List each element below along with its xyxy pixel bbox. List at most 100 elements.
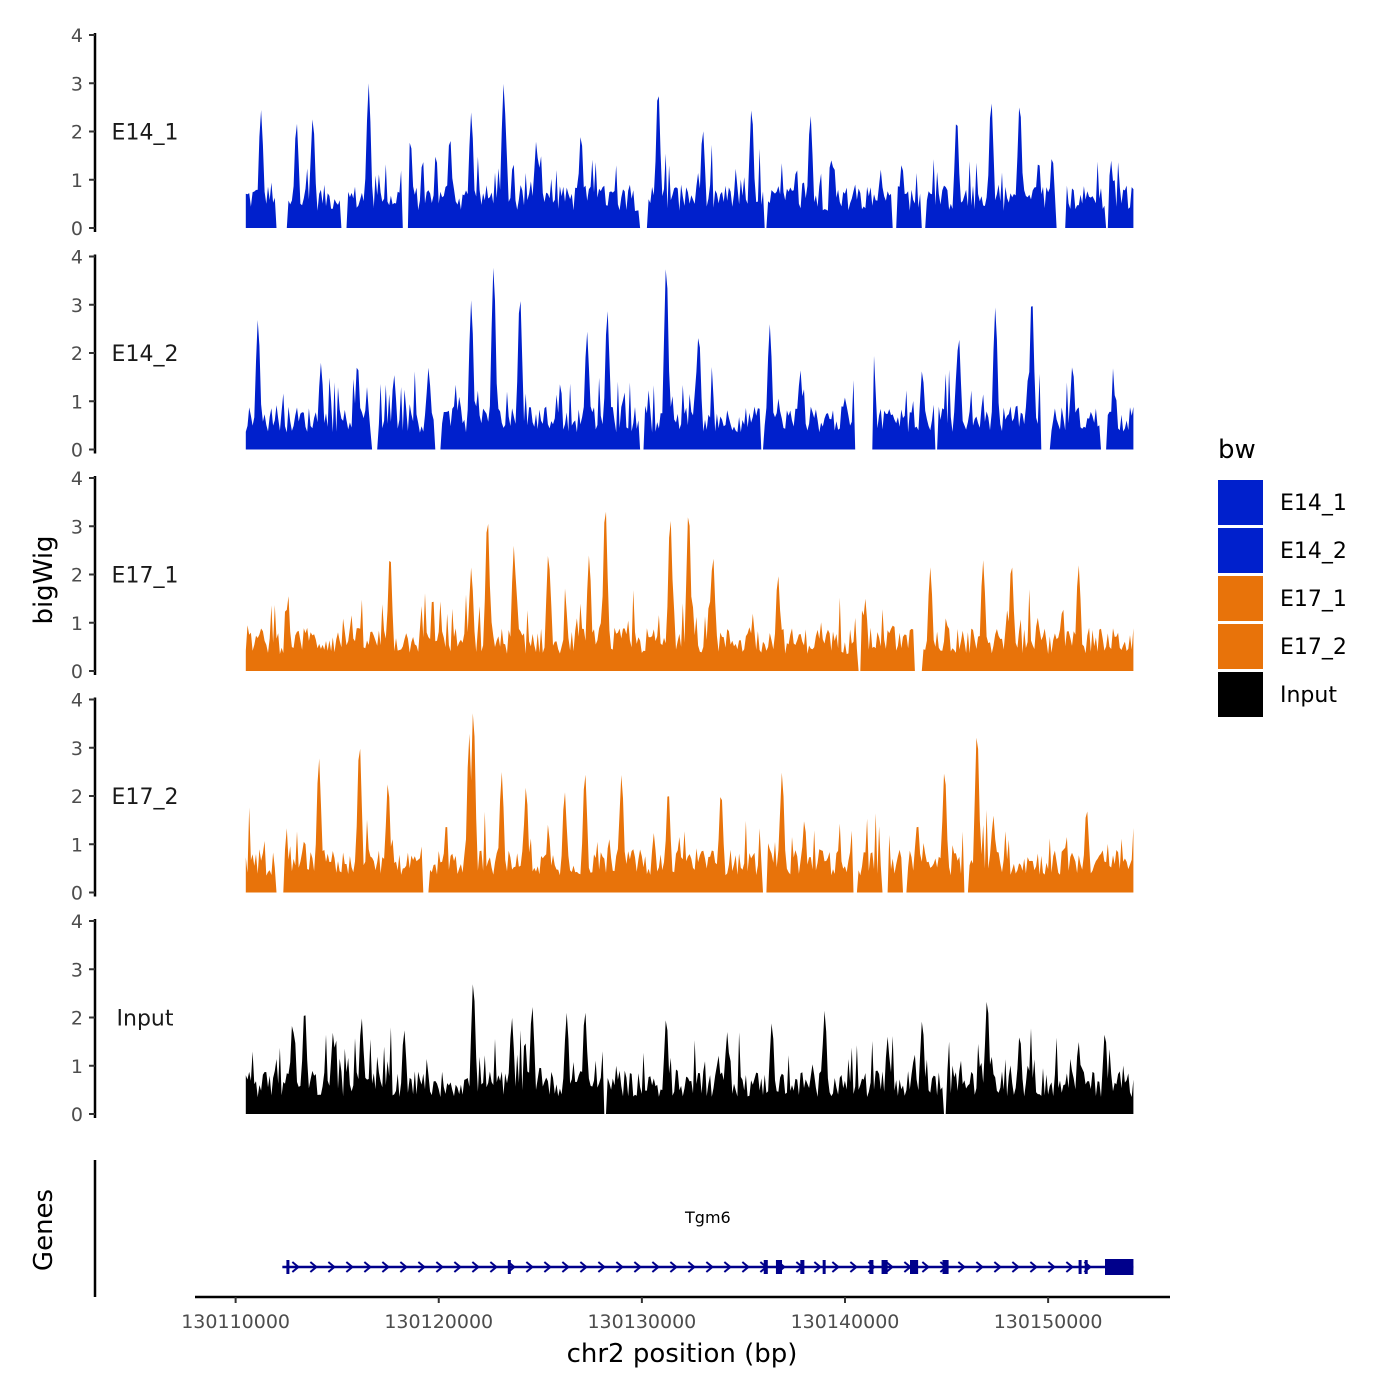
coverage-area bbox=[245, 984, 1134, 1114]
gene-exon bbox=[286, 1260, 290, 1274]
x-tick-label: 130130000 bbox=[587, 1311, 696, 1333]
strand-arrow bbox=[525, 1261, 534, 1273]
x-axis-title: chr2 position (bp) bbox=[567, 1339, 798, 1369]
y-tick-label: 3 bbox=[71, 738, 83, 760]
strand-arrow bbox=[579, 1261, 588, 1273]
y-tick-label: 1 bbox=[71, 170, 83, 192]
strand-arrow bbox=[1047, 1261, 1056, 1273]
strand-arrow bbox=[813, 1261, 822, 1273]
strand-arrow bbox=[597, 1261, 606, 1273]
gene-exon bbox=[822, 1260, 826, 1274]
y-tick-label: 4 bbox=[71, 247, 83, 269]
strand-arrow bbox=[957, 1261, 966, 1273]
y-tick-label: 0 bbox=[71, 1104, 83, 1126]
y-tick-label: 0 bbox=[71, 218, 83, 240]
x-tick-label: 130150000 bbox=[994, 1311, 1103, 1333]
legend-title: bw bbox=[1218, 435, 1256, 465]
gene-layer: Tgm6 bbox=[93, 1160, 1134, 1297]
gene-exon bbox=[507, 1260, 511, 1274]
track-e14_2: 0 1 2 3 4 E14_2 bbox=[71, 247, 1134, 462]
strand-arrow bbox=[849, 1261, 858, 1273]
track-label: E17_1 bbox=[112, 564, 179, 589]
gene-exon bbox=[1105, 1259, 1134, 1275]
gene-exon bbox=[1078, 1260, 1082, 1274]
y-tick-label: 2 bbox=[71, 343, 83, 365]
x-tick-label: 130140000 bbox=[791, 1311, 900, 1333]
strand-arrow bbox=[561, 1261, 570, 1273]
strand-arrow bbox=[309, 1261, 318, 1273]
strand-arrow bbox=[669, 1261, 678, 1273]
y-tick-label: 4 bbox=[71, 468, 83, 490]
strand-arrow bbox=[471, 1261, 480, 1273]
gene-exon bbox=[763, 1260, 768, 1274]
track-input: 0 1 2 3 4 Input bbox=[71, 911, 1134, 1126]
y-tick-label: 1 bbox=[71, 834, 83, 856]
strand-arrow bbox=[1011, 1261, 1020, 1273]
x-axis: 130110000 130120000 130130000 130140000 1301… bbox=[181, 1295, 1170, 1333]
y-tick-label: 2 bbox=[71, 786, 83, 808]
x-tick-label: 130120000 bbox=[384, 1311, 493, 1333]
y-tick-label: 0 bbox=[71, 440, 83, 462]
y-tick-label: 0 bbox=[71, 661, 83, 683]
coverage-area bbox=[245, 713, 1134, 893]
strand-arrow bbox=[543, 1261, 552, 1273]
y-tick-label: 0 bbox=[71, 883, 83, 905]
strand-arrow bbox=[453, 1261, 462, 1273]
legend-swatch bbox=[1218, 480, 1263, 525]
y-tick-label: 4 bbox=[71, 911, 83, 933]
track-e17_1: 0 1 2 3 4 E17_1 bbox=[71, 468, 1134, 683]
strand-arrow bbox=[921, 1261, 930, 1273]
legend-swatch bbox=[1218, 672, 1263, 717]
strand-arrow bbox=[1065, 1261, 1074, 1273]
legend-label: Input bbox=[1280, 683, 1337, 708]
y-tick-label: 4 bbox=[71, 25, 83, 47]
legend-label: E17_2 bbox=[1280, 635, 1347, 660]
y-tick-label: 3 bbox=[71, 959, 83, 981]
strand-arrow bbox=[381, 1261, 390, 1273]
track-label: Input bbox=[117, 1007, 174, 1032]
strand-arrow bbox=[345, 1261, 354, 1273]
strand-arrow bbox=[417, 1261, 426, 1273]
gene-exon bbox=[942, 1260, 949, 1274]
genes-axis-title: Genes bbox=[29, 1189, 59, 1271]
gene-exon bbox=[1084, 1260, 1088, 1274]
strand-arrow bbox=[723, 1261, 732, 1273]
y-axis-title: bigWig bbox=[29, 535, 59, 624]
y-tick-label: 3 bbox=[71, 516, 83, 538]
gene-exon bbox=[910, 1260, 919, 1274]
legend-label: E17_1 bbox=[1280, 587, 1347, 612]
y-tick-label: 2 bbox=[71, 1008, 83, 1030]
track-label: E14_2 bbox=[112, 342, 179, 367]
gene-exon bbox=[800, 1260, 805, 1274]
y-tick-label: 1 bbox=[71, 613, 83, 635]
coverage-area bbox=[245, 83, 1134, 228]
legend-label: E14_2 bbox=[1280, 539, 1347, 564]
strand-arrow bbox=[885, 1261, 894, 1273]
tracks-layer: 0 1 2 3 4 E14_1 0 1 2 3 4 E14_2 0 1 2 3 4 E17_1 0 1 2 3 4 E17_2… bbox=[71, 25, 1134, 1126]
legend-label: E14_1 bbox=[1280, 491, 1347, 516]
strand-arrow bbox=[291, 1261, 300, 1273]
legend-swatch bbox=[1218, 576, 1263, 621]
y-tick-label: 1 bbox=[71, 391, 83, 413]
strand-arrow bbox=[993, 1261, 1002, 1273]
coverage-area bbox=[245, 511, 1134, 671]
y-tick-label: 1 bbox=[71, 1056, 83, 1078]
coverage-area bbox=[245, 267, 1134, 450]
track-e17_2: 0 1 2 3 4 E17_2 bbox=[71, 690, 1134, 905]
x-tick-label: 130110000 bbox=[181, 1311, 290, 1333]
track-label: E14_1 bbox=[112, 121, 179, 146]
strand-arrow bbox=[489, 1261, 498, 1273]
y-tick-label: 2 bbox=[71, 565, 83, 587]
y-tick-label: 3 bbox=[71, 295, 83, 317]
gene-exon bbox=[775, 1260, 783, 1274]
legend: bw E14_1 E14_2 E17_1 E17_2 Input bbox=[1218, 435, 1347, 717]
strand-arrow bbox=[1029, 1261, 1038, 1273]
strand-arrow bbox=[327, 1261, 336, 1273]
strand-arrow bbox=[831, 1261, 840, 1273]
strand-arrow bbox=[435, 1261, 444, 1273]
y-tick-label: 3 bbox=[71, 73, 83, 95]
legend-swatch bbox=[1218, 624, 1263, 669]
strand-arrow bbox=[741, 1261, 750, 1273]
strand-arrow bbox=[399, 1261, 408, 1273]
